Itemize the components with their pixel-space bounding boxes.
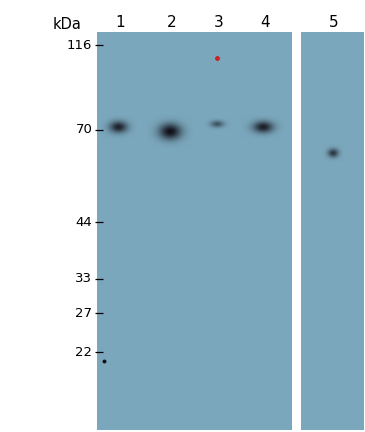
Text: 27: 27 <box>75 307 92 320</box>
Text: 70: 70 <box>76 123 92 136</box>
Text: 3: 3 <box>214 16 224 30</box>
Bar <box>97 32 292 430</box>
Text: kDa: kDa <box>53 17 82 32</box>
Bar <box>301 32 364 430</box>
Text: 2: 2 <box>167 16 176 30</box>
Text: 44: 44 <box>76 216 92 229</box>
Text: 1: 1 <box>116 16 125 30</box>
Text: 22: 22 <box>75 346 92 359</box>
Text: 116: 116 <box>67 39 92 52</box>
Text: 5: 5 <box>329 16 339 30</box>
Bar <box>292 32 301 430</box>
Text: 4: 4 <box>260 16 269 30</box>
Text: 33: 33 <box>75 272 92 285</box>
